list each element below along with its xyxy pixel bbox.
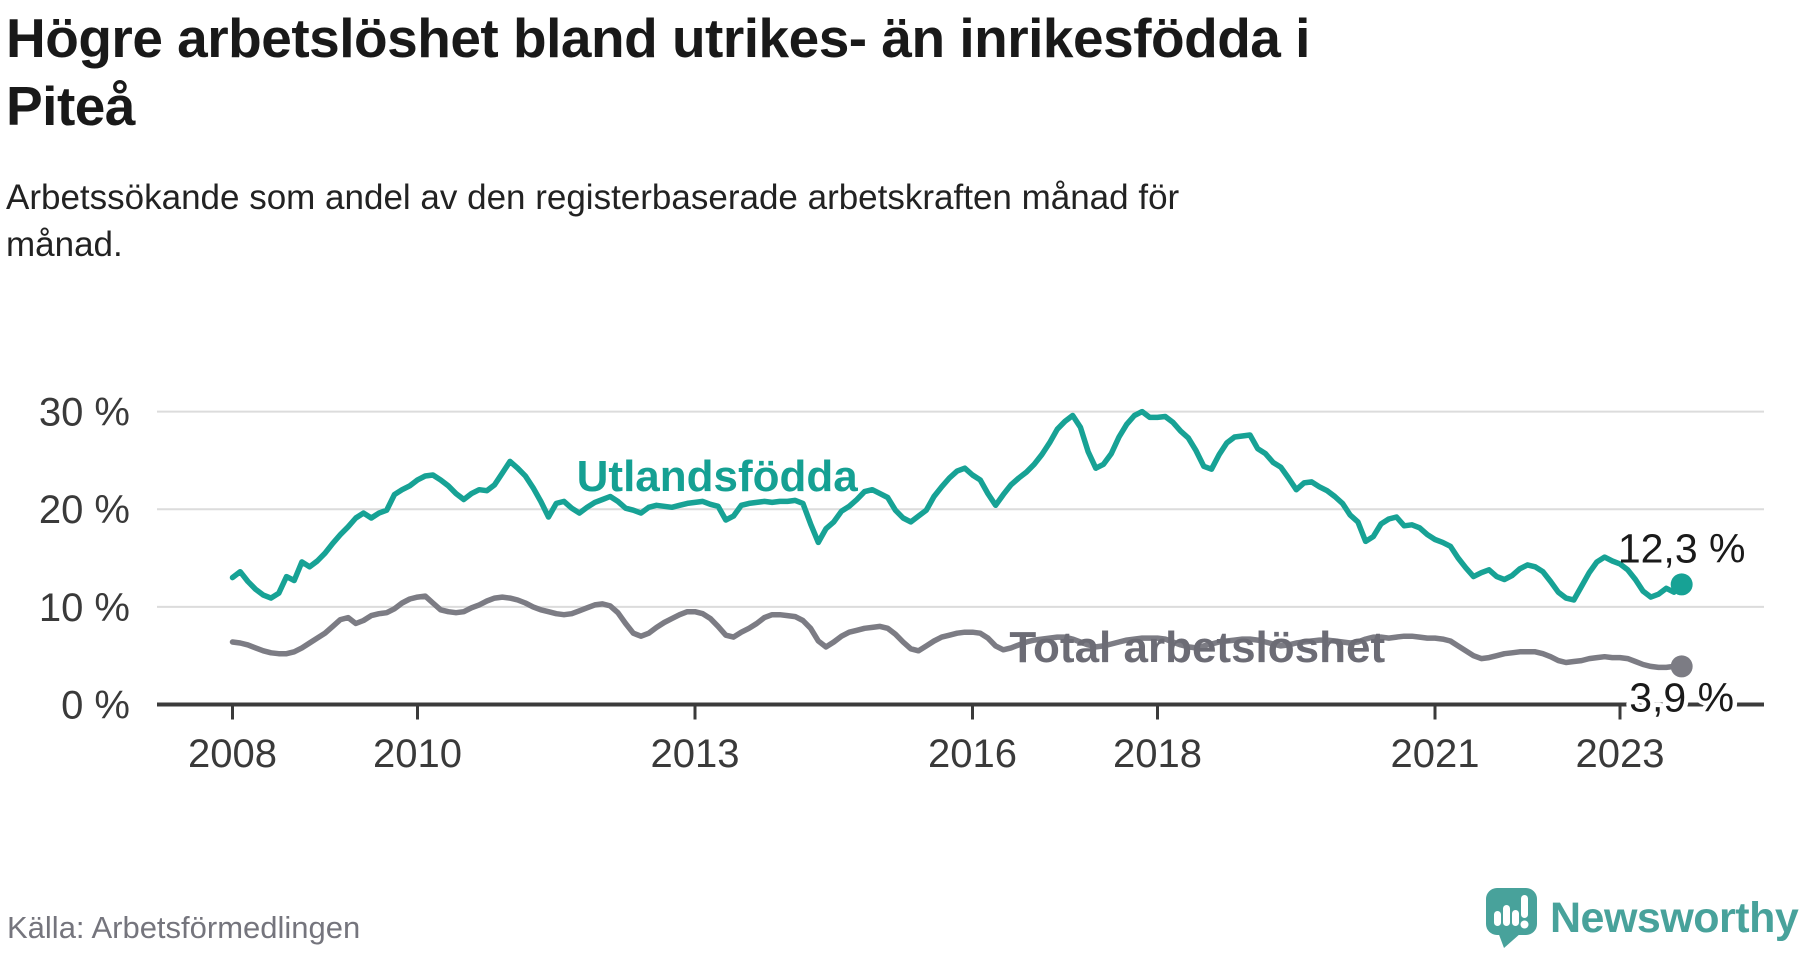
series-end-dot	[1670, 655, 1693, 678]
y-axis-label: 10 %	[39, 586, 130, 630]
series-name-label: Total arbetslöshet	[1009, 623, 1385, 672]
page-title-line-1: Högre arbetslöshet bland utrikes- än inr…	[6, 7, 1310, 69]
y-axis-label: 20 %	[39, 488, 130, 532]
page-title-line-2: Piteå	[6, 75, 135, 137]
x-axis-label: 2023	[1576, 732, 1665, 776]
series-name-label: Utlandsfödda	[577, 452, 859, 501]
source-note: Källa: Arbetsförmedlingen	[7, 910, 361, 945]
series-end-value-label: 3,9 %	[1629, 674, 1734, 720]
y-axis-label: 30 %	[39, 391, 130, 435]
x-axis-label: 2008	[188, 732, 277, 776]
page-title: Högre arbetslöshet bland utrikes- än inr…	[6, 4, 1646, 140]
series-line	[229, 593, 1685, 671]
page-subtitle-line-2: månad.	[6, 225, 123, 264]
x-axis-label: 2013	[651, 732, 740, 776]
x-axis-label: 2018	[1113, 732, 1202, 776]
speech-bubble-chart-icon	[1486, 888, 1537, 948]
page-subtitle: Arbetssökande som andel av den registerb…	[6, 174, 1526, 268]
y-axis-label: 0 %	[61, 684, 130, 728]
brand-wordmark: Newsworthy	[1550, 894, 1799, 942]
x-axis-label: 2021	[1391, 732, 1480, 776]
x-axis-label: 2010	[373, 732, 462, 776]
series-end-dot	[1670, 573, 1693, 596]
series-line	[229, 408, 1685, 603]
x-axis-label: 2016	[928, 732, 1017, 776]
newsworthy-logo: Newsworthy	[1484, 886, 1800, 953]
series-end-value-label: 12,3 %	[1618, 525, 1746, 571]
newsworthy-logo-svg: Newsworthy	[1486, 888, 1799, 948]
page-subtitle-line-1: Arbetssökande som andel av den registerb…	[6, 178, 1180, 217]
